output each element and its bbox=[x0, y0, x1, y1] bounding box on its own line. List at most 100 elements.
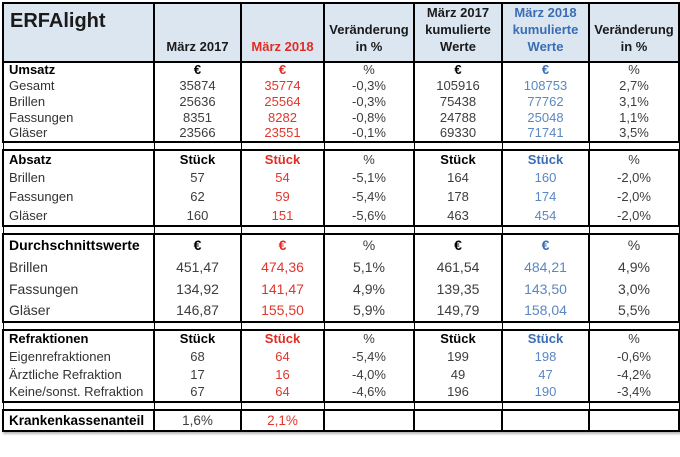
unit-cell: Stück bbox=[413, 330, 503, 348]
table-row: Fassungen 62 59 -5,4% 178 174 -2,0% bbox=[2, 188, 680, 207]
unit-cell: € bbox=[240, 234, 325, 256]
section-title: Refraktionen bbox=[2, 330, 155, 348]
value-cell: 198 bbox=[501, 348, 590, 366]
table-header: ERFAlight März 2017 März 2018 Veränderun… bbox=[2, 2, 680, 63]
spacer-cell bbox=[413, 226, 503, 234]
value-cell: -0,6% bbox=[588, 348, 680, 366]
spacer-cell bbox=[240, 142, 325, 150]
value-cell: 47 bbox=[501, 366, 590, 384]
value-cell: 69330 bbox=[413, 125, 503, 142]
unit-cell: % bbox=[323, 330, 415, 348]
value-cell: 68 bbox=[153, 348, 242, 366]
value-cell: 155,50 bbox=[240, 300, 325, 322]
section-header-row: Durchschnittswerte € €% € €% bbox=[2, 234, 680, 256]
table-row: Gläser 160 151 -5,6% 463 454 -2,0% bbox=[2, 207, 680, 226]
value-cell: 59 bbox=[240, 188, 325, 207]
value-cell: 3,1% bbox=[588, 94, 680, 110]
section-absatz: Absatz Stück Stück% Stück Stück% Brillen 57 54-… bbox=[2, 150, 680, 226]
value-cell: 2,1% bbox=[240, 410, 325, 431]
value-cell: -5,4% bbox=[323, 188, 415, 207]
value-cell: 67 bbox=[153, 384, 242, 402]
spacer-cell bbox=[323, 402, 415, 410]
value-cell: 134,92 bbox=[153, 278, 242, 300]
unit-cell: Stück bbox=[240, 330, 325, 348]
col-header-maerz-2017-kumuliert: März 2017 kumulierte Werte bbox=[413, 2, 503, 63]
value-cell: 158,04 bbox=[501, 300, 590, 322]
spacer-cell bbox=[413, 322, 503, 330]
row-label: Gläser bbox=[2, 207, 155, 226]
section-spacer bbox=[2, 142, 680, 150]
value-cell bbox=[501, 410, 590, 431]
value-cell: 75438 bbox=[413, 94, 503, 110]
table-row: Brillen 451,47 474,36 5,1% 461,54 484,21 4,9% bbox=[2, 256, 680, 278]
value-cell: 474,36 bbox=[240, 256, 325, 278]
value-cell: 1,6% bbox=[153, 410, 242, 431]
value-cell: 25564 bbox=[240, 94, 325, 110]
table-row: Gesamt 35874 35774 -0,3% 105916 108753 2,7% bbox=[2, 78, 680, 94]
row-label: Gesamt bbox=[2, 78, 155, 94]
table-row: Keine/sonst. Refraktion 67 64 -4,6% 196 190 -3… bbox=[2, 384, 680, 402]
value-cell: -5,4% bbox=[323, 348, 415, 366]
spacer-cell bbox=[501, 142, 590, 150]
section-spacer bbox=[2, 402, 680, 410]
table-row: Gläser 146,87 155,50 5,9% 149,79 158,04 5,5% bbox=[2, 300, 680, 322]
spacer-cell bbox=[2, 322, 155, 330]
unit-cell: € bbox=[413, 62, 503, 78]
value-cell: 151 bbox=[240, 207, 325, 226]
unit-cell: Stück bbox=[413, 150, 503, 169]
value-cell: -4,2% bbox=[588, 366, 680, 384]
spacer-cell bbox=[240, 322, 325, 330]
spacer-row bbox=[2, 322, 680, 330]
unit-cell: % bbox=[588, 330, 680, 348]
section-header-row: Umsatz € €% € €% bbox=[2, 62, 680, 78]
table-row: Eigenrefraktionen 68 64 -5,4% 199 198 -0,6% bbox=[2, 348, 680, 366]
value-cell: 164 bbox=[413, 169, 503, 188]
section-header-row: Refraktionen Stück Stück% Stück Stück% bbox=[2, 330, 680, 348]
row-label: Fassungen bbox=[2, 188, 155, 207]
row-label: Fassungen bbox=[2, 278, 155, 300]
spacer-cell bbox=[240, 402, 325, 410]
section-title: Umsatz bbox=[2, 62, 155, 78]
value-cell: 24788 bbox=[413, 110, 503, 126]
spacer-cell bbox=[2, 226, 155, 234]
value-cell: 141,47 bbox=[240, 278, 325, 300]
value-cell: 160 bbox=[153, 207, 242, 226]
value-cell: 23566 bbox=[153, 125, 242, 142]
value-cell: 4,9% bbox=[588, 256, 680, 278]
row-label: Eigenrefraktionen bbox=[2, 348, 155, 366]
row-label: Keine/sonst. Refraktion bbox=[2, 384, 155, 402]
section-durchschnittswerte: Durchschnittswerte € €% € €% Brillen 451,47 474… bbox=[2, 234, 680, 322]
value-cell: -0,1% bbox=[323, 125, 415, 142]
value-cell: 8282 bbox=[240, 110, 325, 126]
value-cell: 461,54 bbox=[413, 256, 503, 278]
value-cell: -4,0% bbox=[323, 366, 415, 384]
row-label: Brillen bbox=[2, 169, 155, 188]
page-title: ERFAlight bbox=[2, 2, 155, 63]
unit-cell: € bbox=[501, 234, 590, 256]
value-cell: 178 bbox=[413, 188, 503, 207]
spacer-cell bbox=[588, 226, 680, 234]
unit-cell: € bbox=[153, 234, 242, 256]
spacer-cell bbox=[323, 322, 415, 330]
value-cell: 57 bbox=[153, 169, 242, 188]
spacer-cell bbox=[323, 226, 415, 234]
spacer-cell bbox=[413, 142, 503, 150]
value-cell: 451,47 bbox=[153, 256, 242, 278]
value-cell: 196 bbox=[413, 384, 503, 402]
table-row: Ärztliche Refraktion 17 16 -4,0% 49 47 -4,2% bbox=[2, 366, 680, 384]
value-cell: 25636 bbox=[153, 94, 242, 110]
unit-cell: % bbox=[588, 150, 680, 169]
value-cell: 64 bbox=[240, 348, 325, 366]
spacer-cell bbox=[588, 402, 680, 410]
value-cell: 139,35 bbox=[413, 278, 503, 300]
value-cell: 1,1% bbox=[588, 110, 680, 126]
unit-cell: % bbox=[323, 62, 415, 78]
value-cell bbox=[588, 410, 680, 431]
value-cell: 23551 bbox=[240, 125, 325, 142]
section-title: Absatz bbox=[2, 150, 155, 169]
section-refraktionen: Refraktionen Stück Stück% Stück Stück% Eigenr… bbox=[2, 330, 680, 402]
spacer-cell bbox=[501, 322, 590, 330]
value-cell: 105916 bbox=[413, 78, 503, 94]
spacer-cell bbox=[240, 226, 325, 234]
unit-cell: % bbox=[588, 62, 680, 78]
